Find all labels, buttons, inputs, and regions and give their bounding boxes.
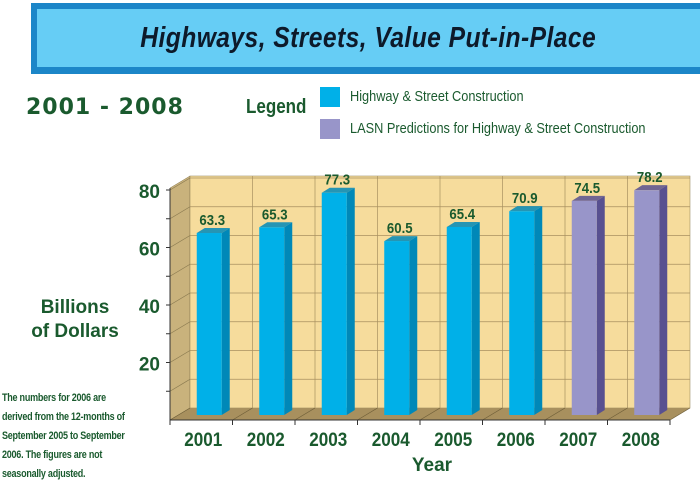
x-tick-label: 2008	[622, 429, 660, 450]
floor-line	[607, 407, 628, 421]
floor-line	[232, 407, 253, 421]
legend-swatch-prediction	[320, 119, 340, 139]
data-label: 77.3	[324, 171, 350, 188]
bar-top	[321, 187, 355, 193]
title-banner: Highways, Streets, Value Put-in-Place	[31, 3, 700, 74]
floor-line	[419, 407, 441, 421]
data-label: 74.5	[574, 179, 600, 196]
bar-top	[634, 185, 668, 191]
side-gridline	[169, 378, 191, 392]
x-tick-label: 2001	[184, 429, 222, 450]
x-tick-label: 2006	[497, 429, 535, 450]
bar-top	[509, 206, 543, 212]
bar-2008	[634, 190, 660, 415]
legend-swatch-actual	[320, 87, 340, 107]
bar-side	[409, 236, 418, 415]
floor-line	[357, 407, 378, 421]
bar-side	[659, 185, 668, 415]
data-label: 65.3	[262, 205, 288, 222]
y-tick-label: 40	[139, 297, 160, 318]
data-label: 70.9	[512, 189, 538, 206]
bar-2004	[384, 241, 410, 415]
side-gridline	[169, 235, 191, 248]
bar-2003	[321, 192, 347, 415]
floor-line	[669, 407, 691, 421]
floor-line	[482, 407, 503, 421]
side-gridline	[169, 350, 191, 363]
bar-side	[346, 187, 355, 415]
y-tick-label: 60	[139, 240, 160, 261]
bar-side	[284, 222, 293, 415]
bar-2005	[446, 226, 472, 415]
bar-side	[221, 228, 230, 415]
bar-2006	[509, 211, 535, 415]
bar-top	[384, 236, 418, 242]
footnote: The numbers for 2006 are derived from th…	[2, 392, 125, 480]
side-gridline	[169, 206, 191, 220]
floor-line	[544, 407, 566, 421]
bar-side	[596, 195, 605, 415]
floor-line	[294, 407, 316, 421]
legend-label-actual: Highway & Street Construction	[350, 88, 524, 105]
bar-2001	[196, 233, 222, 415]
data-label: 65.4	[449, 205, 475, 222]
x-tick-label: 2002	[247, 429, 285, 450]
x-tick-label: 2007	[559, 429, 597, 450]
data-label: 60.5	[387, 219, 413, 236]
x-axis-label: Year	[412, 455, 453, 476]
bar-top	[571, 195, 605, 201]
bar-top	[259, 222, 293, 228]
x-tick-label: 2004	[372, 429, 410, 450]
data-label: 63.3	[199, 211, 225, 228]
bar-side	[471, 221, 480, 415]
data-label: 78.2	[637, 168, 663, 185]
chart-subtitle: 2001 - 2008	[26, 95, 184, 120]
side-gridline	[169, 321, 191, 335]
side-gridline	[169, 263, 191, 277]
x-tick-label: 2003	[309, 429, 347, 450]
legend-label-prediction: LASN Predictions for Highway & Street Co…	[350, 120, 646, 137]
bar-2002	[259, 227, 285, 415]
bar-top	[446, 221, 480, 227]
chart-title: Highways, Streets, Value Put-in-Place	[140, 21, 597, 54]
side-gridline	[169, 177, 191, 191]
side-gridline	[169, 292, 191, 306]
bar-side	[534, 206, 543, 415]
y-axis-label: Billions of Dollars	[31, 297, 119, 342]
x-tick-label: 2005	[434, 429, 472, 450]
y-tick-label: 20	[139, 355, 160, 376]
bar-top	[196, 228, 230, 234]
y-tick-label: 80	[139, 182, 160, 203]
floor-line	[169, 407, 191, 421]
bar-2007	[571, 200, 597, 415]
legend-title: Legend	[246, 96, 307, 118]
